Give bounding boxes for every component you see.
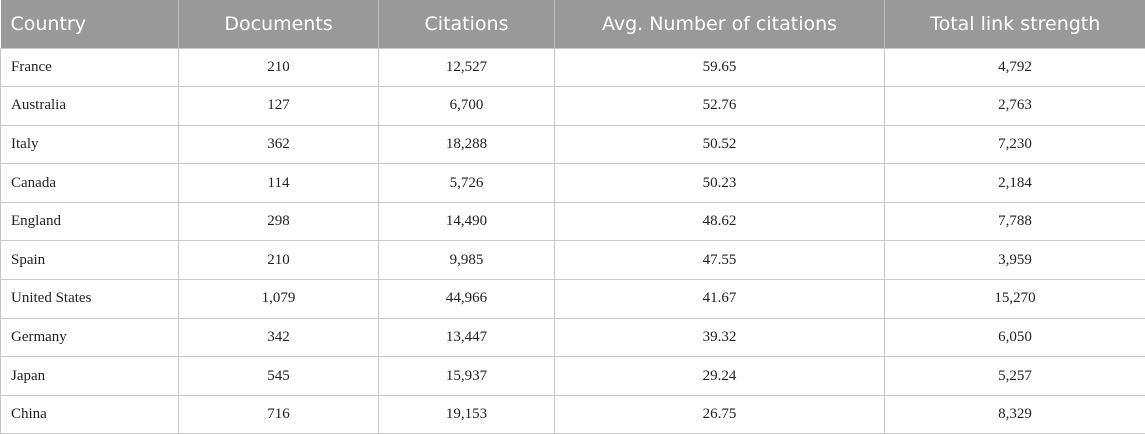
- cell-citations: 9,985: [378, 240, 555, 281]
- cell-country: China: [0, 394, 179, 434]
- cell-country: Canada: [0, 163, 179, 203]
- cell-country: Germany: [0, 317, 179, 358]
- cell-avg-citations: 50.23: [554, 163, 885, 203]
- cell-country: Australia: [0, 86, 179, 126]
- cell-documents: 362: [178, 124, 379, 165]
- cell-country: Spain: [0, 240, 179, 281]
- table-header: Country Documents Citations Avg. Number …: [0, 0, 1145, 48]
- header-total-link-strength: Total link strength: [884, 0, 1145, 48]
- table-row: Australia 127 6,700 52.76 2,763: [0, 86, 1145, 126]
- cell-avg-citations: 48.62: [554, 201, 885, 242]
- cell-documents: 210: [178, 240, 379, 281]
- cell-citations: 12,527: [378, 47, 555, 88]
- cell-total-link-strength: 6,050: [884, 317, 1145, 358]
- cell-total-link-strength: 3,959: [884, 240, 1145, 281]
- cell-citations: 18,288: [378, 124, 555, 165]
- cell-total-link-strength: 2,763: [884, 86, 1145, 126]
- table-row: United States 1,079 44,966 41.67 15,270: [0, 279, 1145, 319]
- cell-documents: 342: [178, 317, 379, 358]
- cell-avg-citations: 29.24: [554, 356, 885, 396]
- table-row: Japan 545 15,937 29.24 5,257: [0, 356, 1145, 396]
- table-row: Spain 210 9,985 47.55 3,959: [0, 240, 1145, 281]
- cell-total-link-strength: 7,788: [884, 201, 1145, 242]
- table-row: Italy 362 18,288 50.52 7,230: [0, 124, 1145, 165]
- header-country: Country: [0, 0, 179, 48]
- cell-total-link-strength: 15,270: [884, 279, 1145, 319]
- cell-documents: 1,079: [178, 279, 379, 319]
- cell-citations: 15,937: [378, 356, 555, 396]
- cell-citations: 19,153: [378, 394, 555, 434]
- cell-citations: 6,700: [378, 86, 555, 126]
- cell-country: United States: [0, 279, 179, 319]
- cell-country: England: [0, 201, 179, 242]
- table-row: England 298 14,490 48.62 7,788: [0, 201, 1145, 242]
- cell-avg-citations: 50.52: [554, 124, 885, 165]
- cell-documents: 127: [178, 86, 379, 126]
- cell-total-link-strength: 5,257: [884, 356, 1145, 396]
- cell-avg-citations: 47.55: [554, 240, 885, 281]
- cell-avg-citations: 39.32: [554, 317, 885, 358]
- cell-avg-citations: 41.67: [554, 279, 885, 319]
- cell-total-link-strength: 7,230: [884, 124, 1145, 165]
- cell-total-link-strength: 4,792: [884, 47, 1145, 88]
- cell-avg-citations: 52.76: [554, 86, 885, 126]
- cell-total-link-strength: 2,184: [884, 163, 1145, 203]
- cell-country: Japan: [0, 356, 179, 396]
- cell-citations: 5,726: [378, 163, 555, 203]
- header-documents: Documents: [178, 0, 379, 48]
- table-body: France 210 12,527 59.65 4,792 Australia …: [0, 47, 1145, 434]
- header-row: Country Documents Citations Avg. Number …: [0, 0, 1145, 48]
- table-row: France 210 12,527 59.65 4,792: [0, 47, 1145, 88]
- cell-total-link-strength: 8,329: [884, 394, 1145, 434]
- cell-avg-citations: 26.75: [554, 394, 885, 434]
- table-row: Germany 342 13,447 39.32 6,050: [0, 317, 1145, 358]
- cell-citations: 13,447: [378, 317, 555, 358]
- table-row: Canada 114 5,726 50.23 2,184: [0, 163, 1145, 203]
- cell-documents: 210: [178, 47, 379, 88]
- cell-documents: 716: [178, 394, 379, 434]
- cell-country: Italy: [0, 124, 179, 165]
- cell-citations: 44,966: [378, 279, 555, 319]
- cell-country: France: [0, 47, 179, 88]
- cell-citations: 14,490: [378, 201, 555, 242]
- cell-avg-citations: 59.65: [554, 47, 885, 88]
- table-row: China 716 19,153 26.75 8,329: [0, 394, 1145, 434]
- header-citations: Citations: [378, 0, 555, 48]
- cell-documents: 298: [178, 201, 379, 242]
- header-avg-citations: Avg. Number of citations: [554, 0, 885, 48]
- cell-documents: 114: [178, 163, 379, 203]
- cell-documents: 545: [178, 356, 379, 396]
